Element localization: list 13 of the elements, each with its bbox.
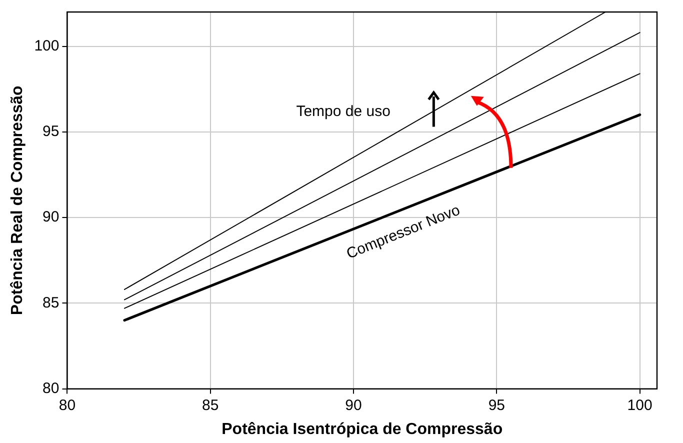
annotation: Tempo de uso <box>296 102 390 120</box>
y-tick-label: 80 <box>42 380 60 397</box>
x-axis-title: Potência Isentrópica de Compressão <box>222 420 503 438</box>
y-tick-label: 90 <box>42 208 60 226</box>
x-tick-label: 85 <box>202 396 219 414</box>
y-tick-label: 95 <box>42 123 60 140</box>
x-tick-label: 80 <box>58 396 76 414</box>
x-tick-label: 90 <box>345 396 362 414</box>
y-axis-title: Potência Real de Compressão <box>9 85 26 316</box>
y-tick-label: 100 <box>34 37 60 54</box>
y-tick-label: 85 <box>42 294 60 312</box>
x-tick-label: 100 <box>627 396 652 414</box>
x-tick-label: 95 <box>488 396 506 414</box>
